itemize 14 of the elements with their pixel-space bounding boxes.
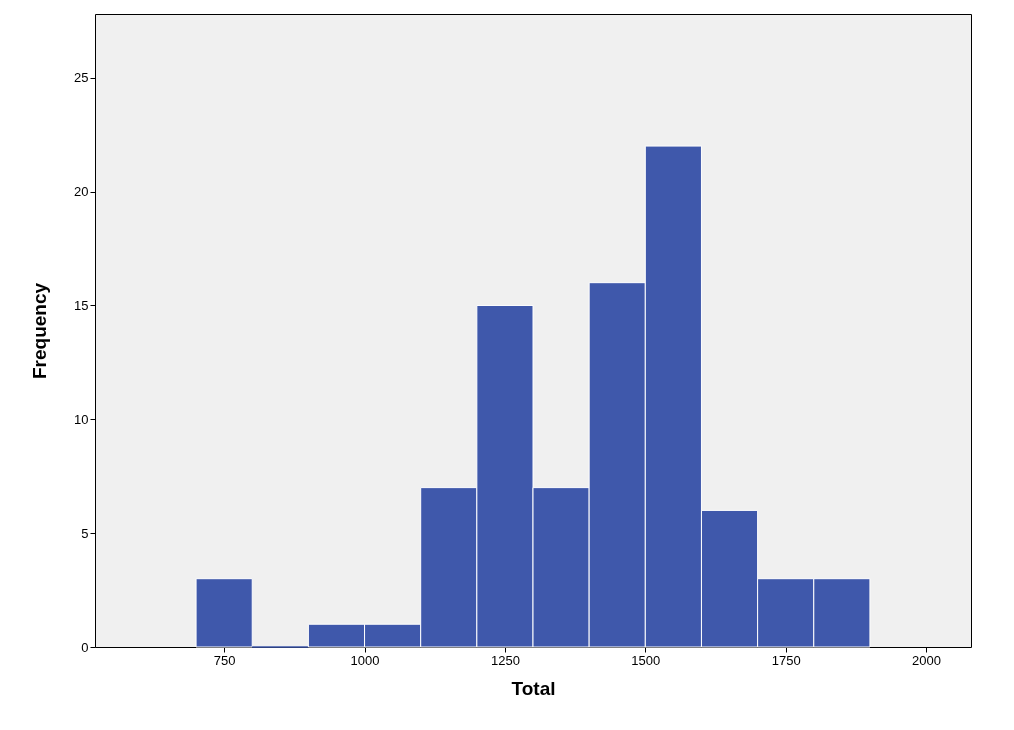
x-tick-label: 1500 [631, 652, 661, 668]
x-tick-label: 2000 [912, 652, 942, 668]
y-tick-label: 15 [74, 297, 89, 313]
y-tick-label: 25 [74, 70, 89, 86]
x-tick-label: 750 [213, 652, 236, 668]
y-tick-label: 0 [81, 639, 89, 655]
x-axis-title: Total [511, 677, 556, 699]
y-tick-label: 5 [81, 525, 89, 541]
y-tick-label: 10 [74, 411, 89, 427]
x-tick-label: 1000 [350, 652, 380, 668]
x-tick-label: 1750 [771, 652, 801, 668]
y-tick-label: 20 [74, 184, 89, 200]
y-axis-title: Frequency [29, 282, 51, 380]
x-tick-label: 1250 [490, 652, 520, 668]
